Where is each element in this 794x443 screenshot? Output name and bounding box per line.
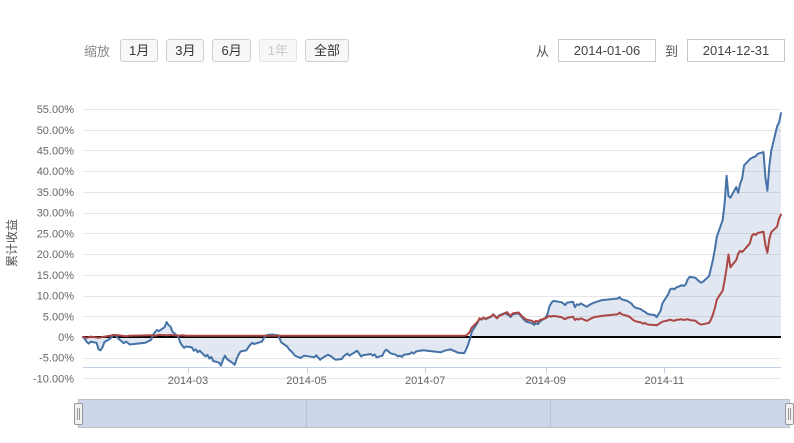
navigator-gridline xyxy=(306,400,307,427)
range-buttons: 1月 3月 6月 1年 全部 xyxy=(120,38,357,62)
range-button-3m[interactable]: 3月 xyxy=(166,38,205,62)
range-button-6m[interactable]: 6月 xyxy=(212,38,251,62)
date-to-input[interactable] xyxy=(687,38,785,62)
y-axis-title: 累计收益 xyxy=(5,219,19,267)
series2-line xyxy=(82,213,782,339)
range-button-1y: 1年 xyxy=(258,38,297,62)
range-button-all[interactable]: 全部 xyxy=(304,38,349,62)
y-tick-label: 10.00% xyxy=(37,291,75,303)
y-tick-label: -10.00% xyxy=(33,373,74,385)
x-tick-label: 2014-09 xyxy=(526,375,566,387)
y-tick-label: 30.00% xyxy=(37,208,75,220)
y-tick-label: 20.00% xyxy=(37,249,75,261)
x-tick-label: 2014-07 xyxy=(405,375,445,387)
date-to-label: 到 xyxy=(664,43,678,59)
x-tick-label: 2014-05 xyxy=(286,375,326,387)
navigator-right-handle[interactable] xyxy=(785,403,794,425)
y-tick-label: 40.00% xyxy=(37,166,75,178)
x-tick-label: 2014-11 xyxy=(645,375,685,387)
y-tick-label: 25.00% xyxy=(37,228,75,240)
y-tick-label: 5.00% xyxy=(43,311,74,323)
plot-area: 55.00% 50.00% 45.00% 40.00% 35.00% 30.00% 25.0… xyxy=(5,104,782,387)
navigator-gridline xyxy=(550,400,551,427)
navigator[interactable] xyxy=(74,399,794,428)
y-tick-label: 55.00% xyxy=(37,104,75,116)
navigator-left-handle[interactable] xyxy=(74,403,83,425)
date-range-group: 从 到 xyxy=(527,38,785,62)
y-tick-label: 15.00% xyxy=(37,270,75,282)
date-from-input[interactable] xyxy=(557,38,656,62)
y-tick-label: 0% xyxy=(58,332,74,344)
x-tick-label: 2014-03 xyxy=(168,375,208,387)
zoom-label: 缩放 xyxy=(84,43,111,59)
date-from-label: 从 xyxy=(535,43,549,59)
y-tick-label: 50.00% xyxy=(37,125,75,137)
y-tick-label: -5.00% xyxy=(39,353,74,365)
y-tick-label: 45.00% xyxy=(37,145,75,157)
series1-line xyxy=(82,112,782,367)
range-button-1m[interactable]: 1月 xyxy=(120,38,159,62)
series1-area xyxy=(83,113,781,366)
y-tick-label: 35.00% xyxy=(37,187,75,199)
